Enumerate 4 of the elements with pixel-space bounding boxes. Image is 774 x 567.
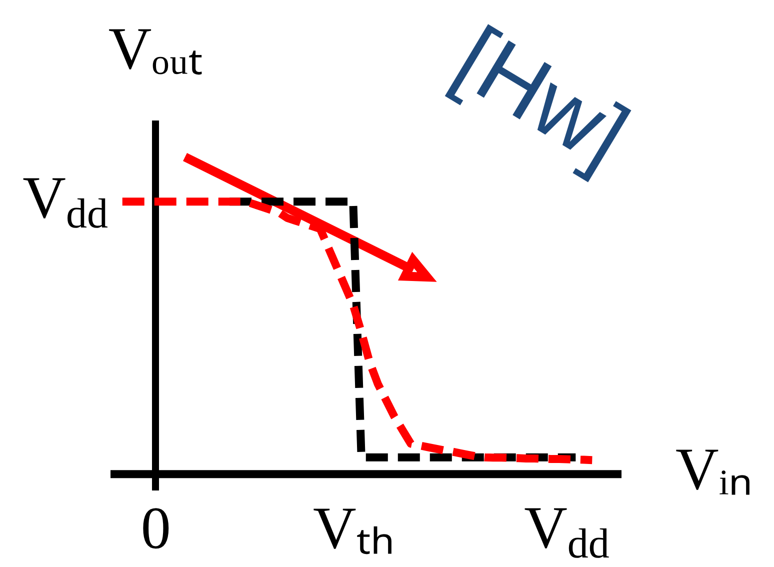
x-tick-label: Vₜₕ (312, 495, 394, 562)
x-axis-title: Vᵢₙ (676, 436, 753, 502)
y-axis-title: Vₒᵤₜ (108, 16, 203, 82)
x-tick-label: 0 (140, 495, 171, 562)
